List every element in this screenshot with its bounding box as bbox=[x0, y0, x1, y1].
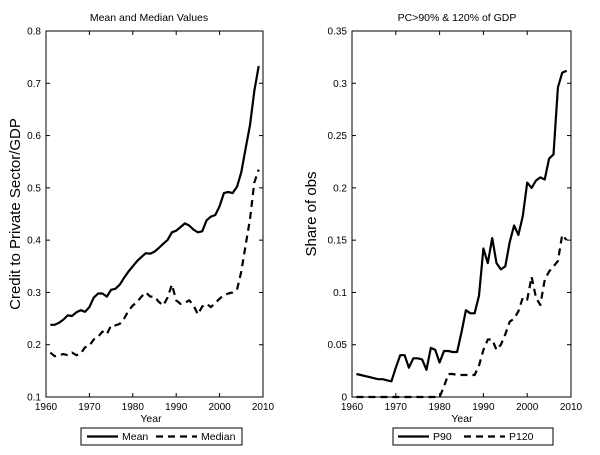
series-line-p120 bbox=[356, 233, 568, 399]
left-y-ticks: 0.1 0.2 0.3 0.4 0.5 0.6 0.7 0.8 bbox=[27, 27, 263, 404]
right-y-tick-label: 0.3 bbox=[333, 79, 347, 90]
right-y-tick-label: 0.35 bbox=[328, 27, 348, 38]
right-legend-box bbox=[392, 427, 554, 446]
right-y-ticks: 0 0.05 0.1 0.15 0.2 0.25 0.3 0.35 bbox=[328, 27, 571, 404]
right-series-lines bbox=[356, 69, 568, 399]
left-chart-title: Mean and Median Values bbox=[90, 12, 208, 24]
right-y-tick-label: 0.2 bbox=[333, 183, 347, 194]
right-x-axis-label: Year bbox=[451, 413, 473, 425]
right-x-tick-label: 2010 bbox=[560, 402, 583, 413]
left-y-axis-label: Credit to Private Sector/GDP bbox=[7, 118, 24, 310]
right-x-tick-label: 1990 bbox=[472, 402, 495, 413]
series-line-p90 bbox=[356, 69, 568, 383]
left-plot-frame bbox=[45, 30, 264, 398]
left-chart-panel: Mean and Median Values 1960 1970 1980 1990 2… bbox=[7, 12, 275, 446]
right-legend: P90 P120 bbox=[392, 427, 554, 446]
left-y-tick-label: 0.5 bbox=[27, 183, 41, 194]
left-series-lines bbox=[49, 65, 260, 358]
right-x-tick-label: 1970 bbox=[385, 402, 408, 413]
right-y-tick-label: 0 bbox=[341, 393, 347, 404]
right-chart-panel: PC>90% & 120% of GDP 1960 1970 1980 1990 200… bbox=[303, 12, 583, 446]
legend-p120-label: P120 bbox=[509, 431, 534, 443]
left-y-tick-label: 0.7 bbox=[27, 79, 41, 90]
right-y-tick-label: 0.15 bbox=[328, 236, 348, 247]
left-y-tick-label: 0.3 bbox=[27, 288, 41, 299]
left-x-tick-label: 1990 bbox=[165, 402, 188, 413]
left-x-tick-label: 2000 bbox=[208, 402, 231, 413]
left-x-tick-label: 1960 bbox=[35, 402, 58, 413]
right-y-tick-label: 0.1 bbox=[333, 288, 347, 299]
right-x-tick-label: 1960 bbox=[341, 402, 364, 413]
left-legend: Mean Median bbox=[80, 427, 243, 446]
left-y-tick-label: 0.2 bbox=[27, 340, 41, 351]
right-chart-title: PC>90% & 120% of GDP bbox=[398, 12, 517, 24]
right-x-ticks: 1960 1970 1980 1990 2000 2010 bbox=[341, 31, 583, 413]
right-x-tick-label: 1980 bbox=[428, 402, 451, 413]
right-x-tick-label: 2000 bbox=[516, 402, 539, 413]
legend-median-label: Median bbox=[201, 431, 236, 443]
right-y-tick-label: 0.05 bbox=[328, 340, 348, 351]
left-x-tick-label: 1980 bbox=[122, 402, 145, 413]
series-line-mean bbox=[50, 65, 260, 326]
right-y-axis-label: Share of obs bbox=[303, 171, 320, 256]
legend-mean-label: Mean bbox=[122, 431, 148, 443]
left-y-tick-label: 0.4 bbox=[27, 236, 41, 247]
left-x-tick-label: 2010 bbox=[252, 402, 275, 413]
right-plot-frame bbox=[351, 30, 572, 398]
left-y-tick-label: 0.8 bbox=[27, 27, 41, 38]
right-y-tick-label: 0.25 bbox=[328, 131, 348, 142]
series-line-median bbox=[49, 169, 260, 358]
left-y-tick-label: 0.1 bbox=[27, 393, 41, 404]
left-x-ticks: 1960 1970 1980 1990 2000 2010 bbox=[35, 31, 275, 413]
left-x-tick-label: 1970 bbox=[78, 402, 101, 413]
legend-p90-label: P90 bbox=[433, 431, 452, 443]
left-y-tick-label: 0.6 bbox=[27, 131, 41, 142]
left-x-axis-label: Year bbox=[140, 413, 162, 425]
